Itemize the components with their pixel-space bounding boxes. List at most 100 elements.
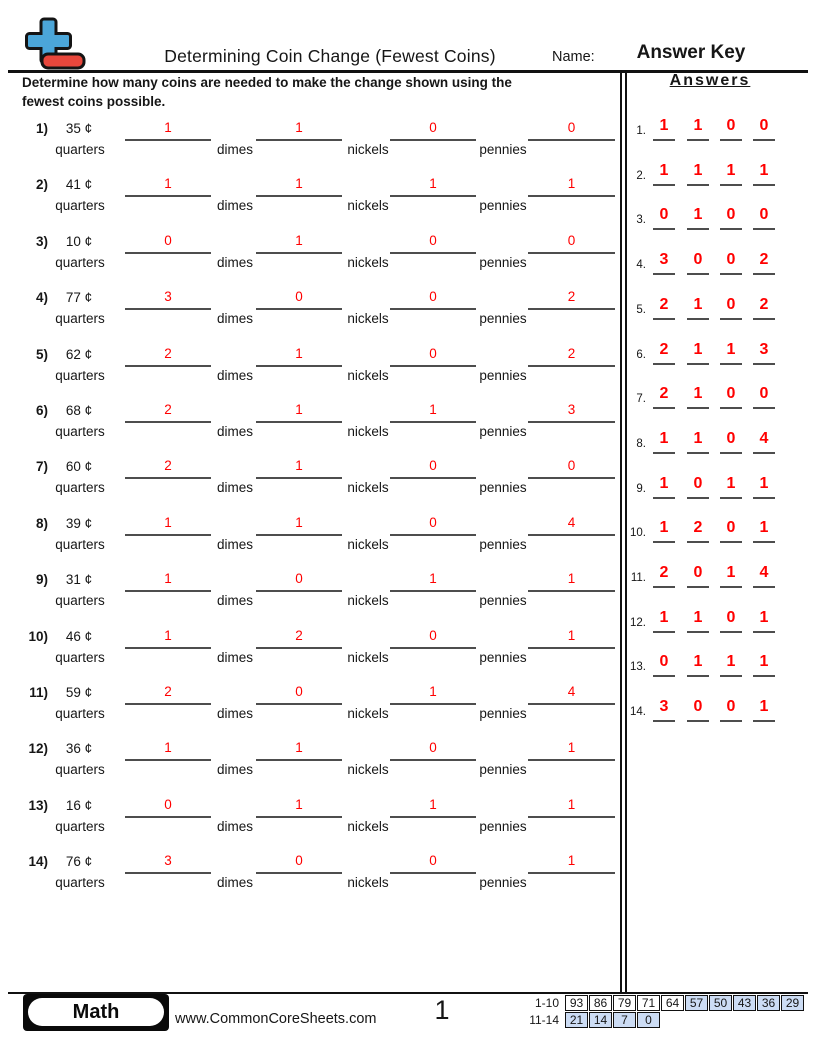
score-cells: 93 86 79 71 64 57 50 43 36 29 [565,995,805,1011]
answer-digit-pennies: 2 [567,289,576,305]
answer-row-number: 5. [636,303,646,316]
blank-line [390,477,476,480]
blank-line [125,477,211,480]
coin-label-pennies: pennies [479,198,527,214]
problem-amount: 62 ¢ [65,346,93,362]
blank-line [528,646,615,649]
coin-label-nickels: nickels [347,536,389,552]
blank-line [256,364,342,367]
answer-row-number: 6. [636,348,646,361]
score-table-row-2: 11-14 21 14 7 0 [525,1012,661,1029]
answer-key-digit: 1 [693,117,703,134]
blank-line [390,139,476,141]
answer-key-digit: 1 [693,429,703,447]
answer-underline [720,273,742,276]
answer-key-digit: 0 [693,698,703,716]
answer-key-digit: 0 [659,653,669,671]
problem-amount: 77 ¢ [65,290,93,306]
answer-underline [687,675,709,678]
blank-line [256,872,342,875]
blank-line [125,421,211,423]
blank-line [390,759,476,762]
blank-line [125,364,211,367]
problem-number: 11) [29,685,48,700]
coin-label-dimes: dimes [216,254,253,270]
blank-line [256,421,342,423]
coin-label-quarters: quarters [55,818,105,834]
blank-line [256,703,342,705]
blank-line [390,364,476,367]
problem-row: 4) 77 ¢ quarters dimes nickels pennies 3… [0,287,620,343]
answer-underline [653,273,675,276]
answer-key-digit: 0 [693,564,703,581]
problem-row: 3) 10 ¢ quarters dimes nickels pennies 0… [0,231,620,287]
answer-key-digit: 2 [659,340,669,358]
answer-key-digit: 4 [759,429,769,447]
answer-key-digit: 1 [726,653,736,671]
answer-key-digit: 1 [759,698,769,716]
blank-line [125,139,211,141]
answer-underline [720,720,742,723]
blank-line [256,195,342,198]
problem-amount: 35 ¢ [65,121,93,136]
answer-underline [687,317,709,320]
answer-key-digit: 1 [759,161,769,179]
problem-number: 2) [35,177,48,193]
name-label: Name: [552,49,595,65]
problem-amount: 39 ¢ [65,515,93,531]
answer-underline [720,541,742,544]
answer-underline [753,586,775,588]
answer-digit-dimes: 0 [295,684,303,699]
answer-digit-nickels: 1 [429,571,437,587]
answer-digit-quarters: 1 [164,120,172,135]
answer-underline [687,630,709,633]
blank-line [390,308,476,311]
problem-number: 12) [28,741,48,757]
blank-line [390,251,476,254]
blank-line [125,703,211,705]
answer-key-row: 12. 1 1 0 1 [626,608,812,653]
coin-label-quarters: quarters [55,198,105,214]
blank-line [125,590,211,593]
answer-underline [720,675,742,678]
answer-key-digit: 0 [726,519,736,537]
answer-underline [720,496,742,499]
score-row-label: 11-14 [529,1013,559,1027]
answer-digit-dimes: 0 [295,571,303,587]
coin-label-pennies: pennies [479,254,527,270]
score-cell: 57 [685,995,708,1011]
answer-digit-dimes: 1 [295,345,303,361]
answer-key-row: 8. 1 1 0 4 [626,429,812,474]
answer-digit-quarters: 1 [164,571,172,587]
coin-label-pennies: pennies [479,649,527,665]
answer-underline [687,183,709,186]
answer-underline [753,362,775,365]
blank-line [528,759,615,762]
answer-digit-dimes: 1 [295,402,303,417]
coin-label-quarters: quarters [55,536,105,552]
answer-key-digit: 1 [693,653,703,671]
answer-underline [687,273,709,276]
coin-label-quarters: quarters [55,593,105,609]
answer-digit-nickels: 0 [429,853,437,869]
coin-label-quarters: quarters [55,706,105,721]
answer-digit-pennies: 1 [567,796,576,812]
coin-label-nickels: nickels [347,875,389,891]
answer-digit-dimes: 1 [295,458,303,474]
coin-label-dimes: dimes [216,593,253,609]
answer-key-digit: 1 [659,429,669,447]
answer-underline [653,317,675,320]
answer-underline [653,228,675,231]
instructions-line-1: Determine how many coins are needed to m… [22,75,512,90]
blank-line [390,195,476,198]
coin-label-pennies: pennies [479,424,527,439]
problem-amount: 68 ¢ [65,403,93,418]
coin-label-pennies: pennies [479,706,527,721]
answer-digit-pennies: 0 [567,120,576,135]
instructions-text: Determine how many coins are needed to m… [22,74,607,111]
answer-underline [753,630,775,633]
problem-amount: 31 ¢ [65,572,93,588]
problem-number: 14) [28,854,48,870]
coin-label-nickels: nickels [347,480,389,496]
answer-key-digit: 1 [759,474,769,492]
